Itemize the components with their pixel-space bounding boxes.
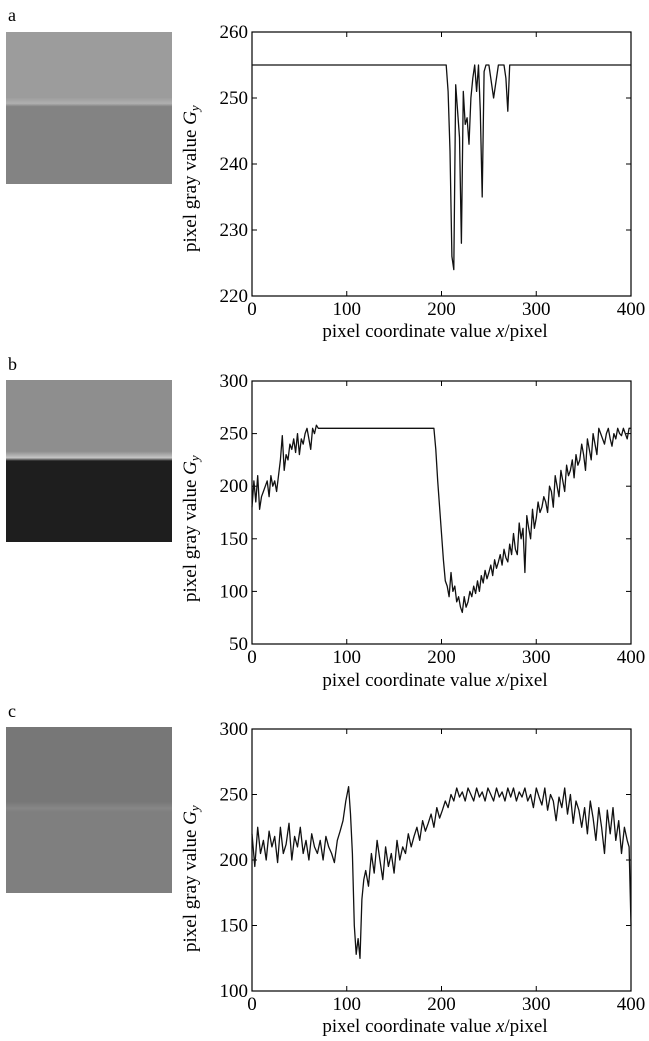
y-axis-title-b: pixel gray value Gy bbox=[180, 455, 202, 602]
gray-profile-line bbox=[252, 64, 631, 271]
x-tick-label: 400 bbox=[617, 994, 646, 1015]
y-tick-label: 100 bbox=[220, 981, 249, 1002]
gray-profile-line bbox=[251, 424, 631, 614]
y-axis-title-c: pixel gray value Gy bbox=[180, 805, 202, 952]
y-tick-label: 250 bbox=[220, 785, 249, 806]
y-tick-label: 200 bbox=[220, 476, 249, 497]
x-tick-label: 0 bbox=[247, 994, 257, 1015]
plot-frame bbox=[251, 380, 632, 645]
sample-image-fill bbox=[6, 380, 172, 542]
y-tick-label: 240 bbox=[220, 154, 249, 175]
x-tick-label: 300 bbox=[522, 647, 551, 668]
x-axis-title-a: pixel coordinate value x/pixel bbox=[322, 321, 548, 342]
x-tick-label: 400 bbox=[617, 299, 646, 320]
x-tick-label: 300 bbox=[522, 299, 551, 320]
x-tick-label: 200 bbox=[427, 994, 456, 1015]
y-tick-label: 250 bbox=[220, 88, 249, 109]
y-tick-label: 100 bbox=[220, 581, 249, 602]
sample-image-c bbox=[6, 727, 172, 893]
sample-image-a bbox=[6, 32, 172, 184]
y-tick-label: 220 bbox=[220, 286, 249, 307]
x-tick-label: 200 bbox=[427, 647, 456, 668]
gray-profile-line bbox=[251, 785, 632, 959]
panel-label-a: a bbox=[8, 5, 16, 25]
x-tick-label: 0 bbox=[247, 299, 257, 320]
x-axis-title-c: pixel coordinate value x/pixel bbox=[322, 1016, 548, 1037]
sample-image-fill bbox=[6, 32, 172, 184]
y-tick-label: 300 bbox=[220, 719, 249, 740]
x-tick-label: 200 bbox=[427, 299, 456, 320]
y-tick-label: 150 bbox=[220, 916, 249, 937]
panel-label-b: b bbox=[8, 354, 17, 374]
y-tick-label: 300 bbox=[220, 371, 249, 392]
y-tick-label: 200 bbox=[220, 850, 249, 871]
plot-frame bbox=[251, 31, 632, 297]
y-tick-label: 250 bbox=[220, 424, 249, 445]
x-tick-label: 0 bbox=[247, 647, 257, 668]
y-tick-label: 260 bbox=[220, 22, 249, 43]
x-tick-label: 400 bbox=[617, 647, 646, 668]
x-tick-label: 100 bbox=[333, 299, 362, 320]
y-tick-label: 230 bbox=[220, 220, 249, 241]
x-tick-label: 100 bbox=[333, 647, 362, 668]
y-tick-label: 150 bbox=[220, 529, 249, 550]
x-tick-label: 300 bbox=[522, 994, 551, 1015]
sample-image-fill bbox=[6, 727, 172, 893]
y-axis-title-a: pixel gray value Gy bbox=[180, 105, 202, 252]
x-axis-title-b: pixel coordinate value x/pixel bbox=[322, 670, 548, 691]
panel-label-c: c bbox=[8, 701, 16, 721]
sample-image-b bbox=[6, 380, 172, 542]
y-tick-label: 50 bbox=[229, 634, 248, 655]
x-tick-label: 100 bbox=[333, 994, 362, 1015]
